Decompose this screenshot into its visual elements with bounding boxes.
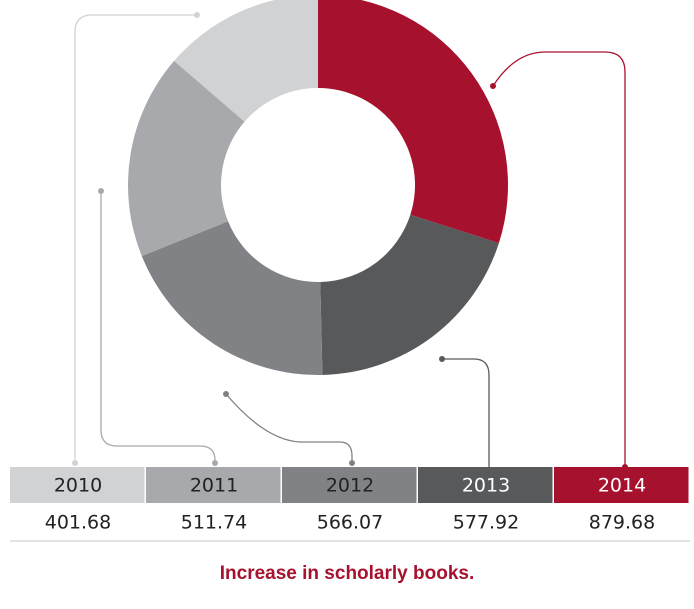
donut-slice — [141, 221, 323, 375]
connector-dot — [212, 460, 218, 466]
connector — [74, 14, 197, 463]
header-cell — [146, 467, 281, 503]
header-label: 2010 — [54, 475, 102, 497]
value-label: 577.92 — [453, 512, 519, 534]
connector-dot — [72, 460, 78, 466]
donut — [128, 0, 508, 375]
value-label: 566.07 — [317, 512, 383, 534]
connector-dot — [490, 83, 496, 89]
connector-dot — [194, 12, 200, 18]
header-cell — [10, 467, 145, 503]
donut-slice — [128, 60, 245, 257]
donut-slice — [174, 0, 318, 122]
connector-dot — [98, 188, 104, 194]
connector — [100, 191, 216, 463]
header-cell — [554, 467, 689, 503]
chart-title: Increase in scholarly books. — [220, 563, 475, 584]
data-table: 2010 401.68 2011 511.74 2012 566.07 2013 577.92… — [10, 467, 689, 534]
connector-dot — [349, 460, 355, 466]
donut-slice — [318, 0, 508, 244]
header-label: 2012 — [326, 475, 374, 497]
value-label: 879.68 — [589, 512, 655, 534]
header-cell — [282, 467, 417, 503]
header-label: 2013 — [462, 475, 510, 497]
header-cell — [418, 467, 553, 503]
connector-dot — [223, 391, 229, 397]
connector — [492, 51, 626, 467]
connector-dot — [439, 356, 445, 362]
connector — [442, 358, 490, 478]
header-label: 2014 — [598, 475, 646, 497]
donut-slice — [320, 214, 499, 375]
value-label: 401.68 — [45, 512, 111, 534]
header-label: 2011 — [190, 475, 238, 497]
value-label: 511.74 — [181, 512, 247, 534]
connector — [225, 393, 353, 463]
